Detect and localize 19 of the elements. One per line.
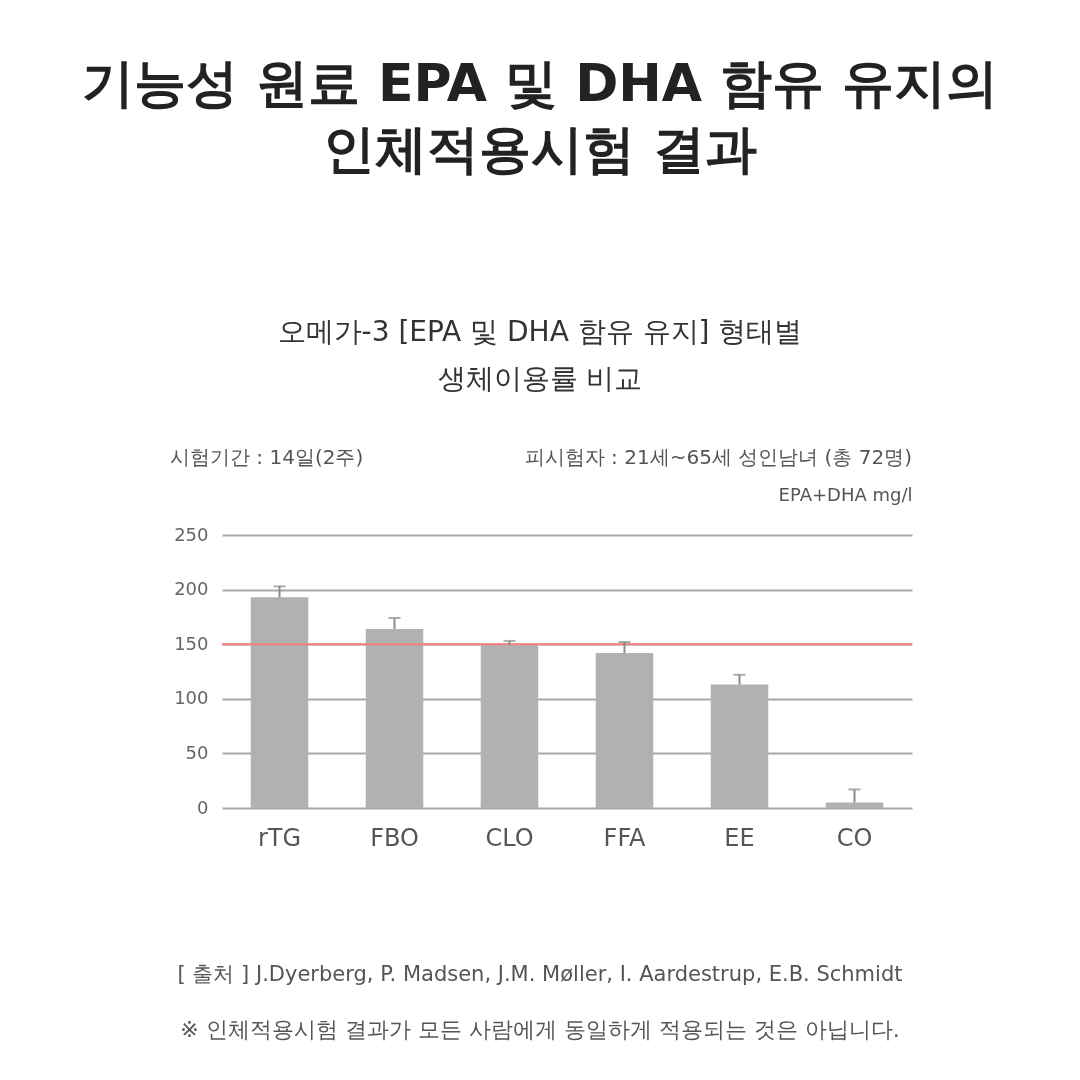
x-tick-label: rTG bbox=[257, 823, 302, 852]
y-tick-label: 0 bbox=[197, 796, 209, 818]
x-tick-label: FFA bbox=[603, 823, 646, 852]
text: ※ 인체적용시험 결과가 모든 사람에게 동일하게 적용되는 것은 아닙니다. bbox=[180, 1017, 900, 1042]
x-tick-label: EE bbox=[724, 823, 755, 852]
y-tick-label: 250 bbox=[174, 523, 209, 545]
x-tick-label: CLO bbox=[485, 823, 534, 852]
text: [ 출처 ] J.Dyerberg, P. Madsen, J.M. Møller, I. Aardestrup, E.B. Schmidt bbox=[177, 962, 903, 986]
chart-title: 기능성 원료 EPA 및 DHA 함유 유지의 인체적용시험 결과 bbox=[81, 53, 999, 179]
y-tick-label: 150 bbox=[174, 632, 209, 654]
y-tick-label: 50 bbox=[185, 741, 209, 763]
chart-subtitle: 오메가-3 [EPA 및 DHA 함유 유지] 형태별 생체이용률 비교 bbox=[277, 315, 803, 395]
y-axis-title: EPA+DHA mg/l bbox=[778, 483, 913, 505]
y-tick-label: 200 bbox=[174, 578, 209, 600]
text: 시험기간 : 14일(2주) bbox=[170, 445, 364, 469]
x-tick-label: FBO bbox=[370, 823, 419, 852]
text: 피시험자 : 21세~65세 성인남녀 (총 72명) bbox=[524, 445, 912, 469]
x-tick-label: CO bbox=[836, 823, 873, 852]
y-tick-label: 100 bbox=[174, 687, 209, 709]
